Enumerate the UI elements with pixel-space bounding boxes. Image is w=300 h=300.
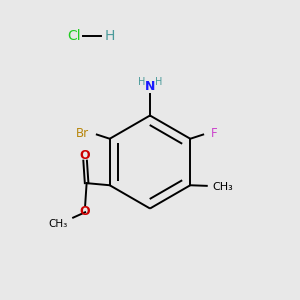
Text: CH₃: CH₃ (213, 182, 233, 192)
Text: CH₃: CH₃ (48, 219, 67, 229)
Text: O: O (80, 205, 90, 218)
Text: H: H (138, 76, 145, 87)
Text: H: H (155, 76, 162, 87)
Text: N: N (145, 80, 155, 94)
Text: O: O (80, 149, 90, 162)
Text: H: H (105, 29, 116, 43)
Text: Cl: Cl (68, 29, 81, 43)
Text: Br: Br (76, 127, 89, 140)
Text: F: F (211, 127, 217, 140)
